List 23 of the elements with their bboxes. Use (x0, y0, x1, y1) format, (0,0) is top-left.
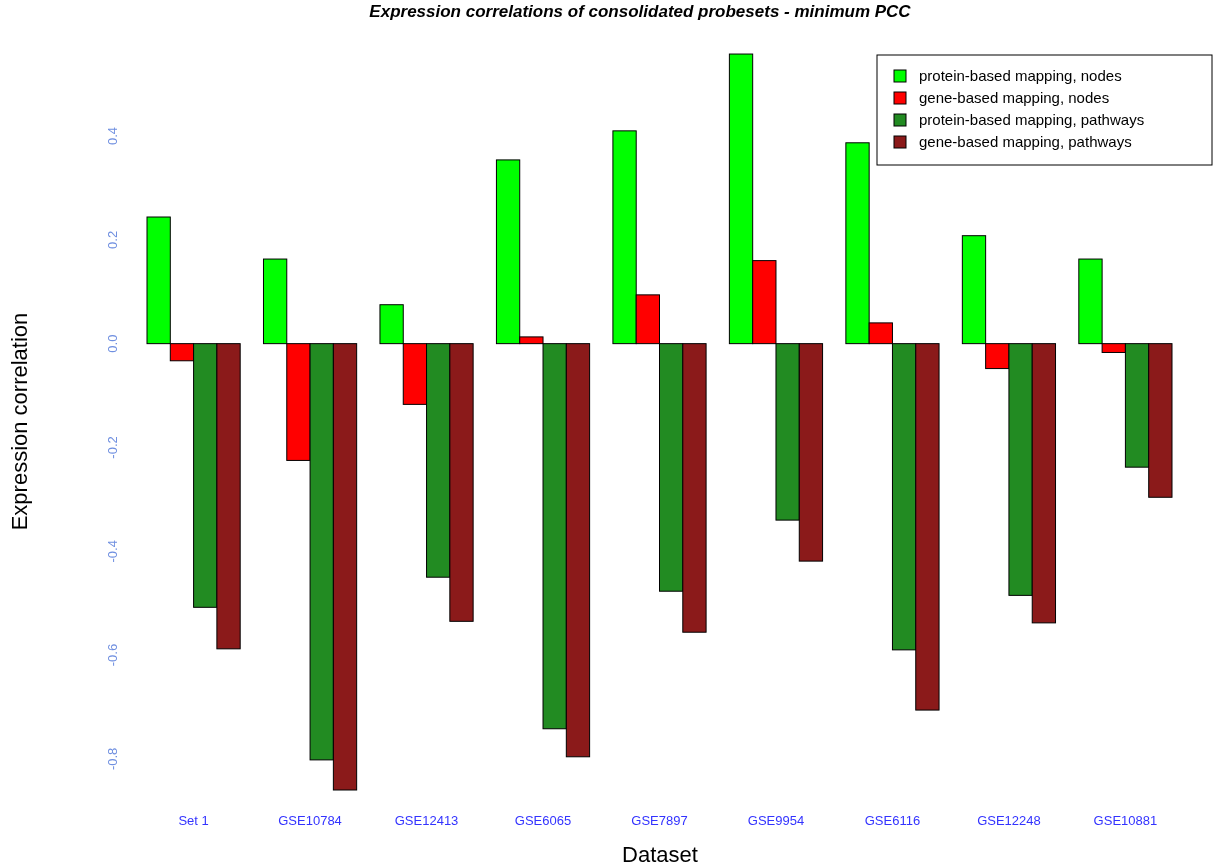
x-tick-label: GSE10784 (278, 813, 342, 828)
x-tick-label: GSE6065 (514, 813, 572, 828)
x-tick-label: GSE12413 (394, 813, 459, 828)
x-tick-label: Set 1 (178, 813, 209, 828)
legend-label: protein-based mapping, nodes (919, 67, 1122, 84)
y-tick-label: -0.8 (104, 747, 120, 771)
y-tick-label: -0.6 (104, 643, 120, 667)
y-tick-label: -0.2 (104, 436, 120, 459)
y-tick-label: -0.4 (104, 540, 120, 563)
chart-title: Expression correlations of consolidated probesets - minimum PCC (369, 2, 912, 21)
y-tick-label: 0.0 (104, 334, 120, 353)
x-axis-title: Dataset (622, 842, 698, 867)
y-axis-title: Expression correlation (7, 312, 32, 531)
y-tick-label: 0.2 (104, 230, 120, 249)
legend-label: gene-based mapping, nodes (919, 89, 1110, 106)
x-tick-label: GSE7897 (631, 813, 688, 828)
x-tick-label: GSE12248 (977, 813, 1041, 828)
x-tick-label: GSE6116 (864, 813, 921, 828)
x-tick-label: GSE9954 (747, 813, 805, 828)
x-tick-label: GSE10881 (1093, 813, 1158, 828)
y-tick-label: 0.4 (104, 127, 120, 146)
legend-label: gene-based mapping, pathways (919, 133, 1132, 150)
legend-label: protein-based mapping, pathways (919, 111, 1145, 128)
